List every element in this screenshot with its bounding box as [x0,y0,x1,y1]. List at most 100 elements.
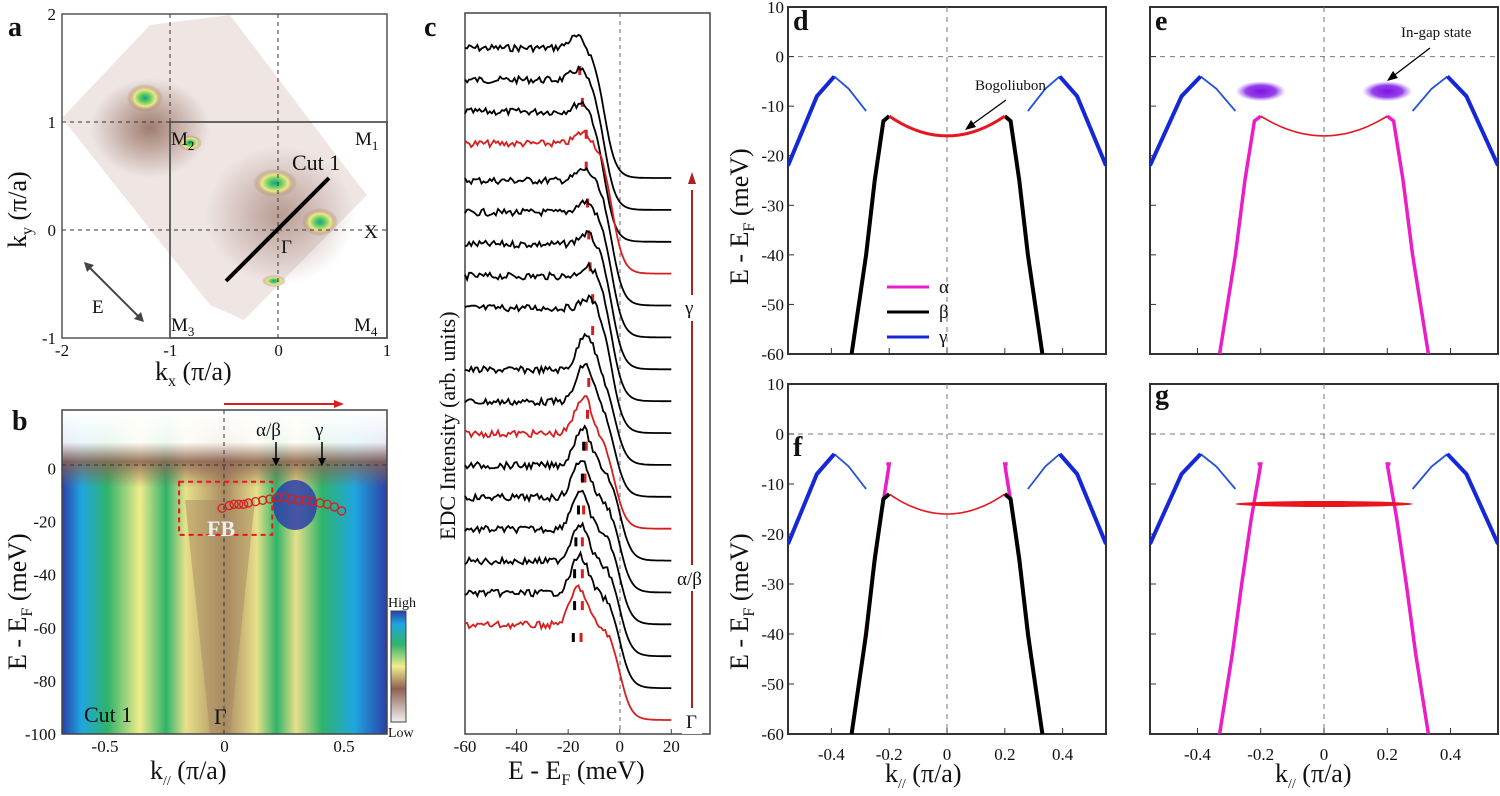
edc-curve [464,521,672,658]
X-label: X [364,222,378,243]
fit-point [308,496,318,507]
brown-feature [90,78,210,178]
fit-point [315,498,325,508]
y-tick-label: -40 [761,625,784,644]
panel-g-label: g [1155,380,1169,411]
y-tick-label: -60 [33,619,56,638]
panel-f-xlabel: k// (π/a) [885,759,962,792]
y-tick-label: -100 [25,725,56,744]
x-tick-label: 0.4 [1440,745,1462,764]
gamma-band [788,452,836,545]
in-gap-annotation: In-gap state [1401,25,1472,41]
bogoliubon-arrow [969,99,1007,127]
polarization-arrow [86,264,142,320]
beta-band [849,492,891,734]
gamma-side-label: γ [684,298,693,319]
fb-box [178,480,274,536]
y-tick-label: -30 [761,196,784,215]
fb-box-rect [178,480,274,536]
legend-beta-label: β [939,302,949,323]
panel-a-xlabel: kx (π/a) [155,357,232,390]
label-bg [675,565,709,591]
legend-alpha-label: α [939,277,949,298]
gamma-band [1200,453,1237,490]
y-tick-label: -60 [761,725,784,744]
label-bg [682,295,702,321]
colorbar-high: High [388,596,416,611]
y-tick-label: -80 [33,672,56,691]
gamma-band [1027,453,1061,490]
hotspot [262,275,286,287]
gamma-point-side-label: Γ [686,712,697,733]
x-tick-label: -60 [454,737,477,756]
gamma-band [1150,75,1203,167]
panel-c-ticks: -60 -40 -20 0 20 [454,729,680,756]
hotspot [127,84,163,112]
panel-f-label: f [793,432,803,463]
alpha-beta-side-label: α/β [677,569,702,590]
M2-label: M2 [171,129,194,153]
arrow-head [334,400,344,408]
fb-label: FB [207,516,235,541]
gamma-band [1027,75,1061,112]
panel-b-ylabel: E - EF (meV) [3,533,36,670]
edc-curve [464,489,672,626]
cut-1-label: Cut 1 [292,150,340,175]
x-tick-label: 20 [663,737,680,756]
gamma-band [1150,452,1203,545]
x-tick-label: 0 [220,737,229,756]
cut-1-label-b: Cut 1 [84,702,132,727]
arrow-head [965,120,976,130]
x-tick-label: 0.2 [1377,745,1398,764]
x-tick-label: 0.5 [333,737,354,756]
panel-a-label: a [8,12,22,43]
gamma-band [1445,452,1498,545]
panel-e-bands [1150,75,1498,354]
M1-label: M1 [355,129,378,153]
edc-curve [464,550,672,689]
alpha-band [1385,462,1431,734]
x-tick-label: -0.4 [1184,745,1211,764]
edc-curves [464,33,672,721]
panel-c-label: c [424,12,436,43]
panel-b-ticks: -0.5 0 0.5 -100 -80 -60 -40 -20 0 [25,459,355,756]
y-tick-label: 1 [48,113,57,132]
in-gap-arrow [1391,47,1431,78]
fit-point [238,499,249,509]
bogoliubon-band [1260,115,1388,137]
colorbar [390,610,407,723]
gamma-band [1058,75,1106,167]
hotspot [178,135,202,151]
edc-curve [464,460,672,594]
edc-curve [464,261,672,403]
legend-d: α β γ [887,277,949,348]
panel-d-ylabel: E - EF (meV) [725,148,758,285]
gamma-band [1445,75,1498,167]
panel-b-label: b [12,406,28,437]
panel-e [1149,6,1499,355]
arrow-head [134,312,144,322]
panel-a-map [62,15,367,320]
x-tick-label: -40 [505,737,528,756]
fit-point [301,495,311,505]
panel-b-xlabel: k// (π/a) [150,756,227,789]
edc-curve-highlight [464,129,672,275]
x-tick-label: 0.4 [1052,745,1074,764]
M4-label: M4 [354,315,378,339]
hotspot [253,169,297,197]
fit-point [229,499,239,509]
in-gap-state [1235,81,1286,102]
y-tick-label: 10 [767,375,784,394]
gamma-band [1411,453,1448,490]
panel-f: -60 -50 -40 -30 -20 -10 0 10 -0.4 -0.2 0 0.2 0.4 [761,375,1107,764]
gamma-band [833,75,867,112]
x-tick-label: -0.2 [1247,745,1274,764]
edc-curve-highlight [464,395,672,530]
panel-c-frame [464,12,711,735]
edc-curve [464,65,672,211]
panel-d-bands [788,75,1106,354]
panel-c-ylabel: EDC Intensity (arb. units) [435,311,460,540]
